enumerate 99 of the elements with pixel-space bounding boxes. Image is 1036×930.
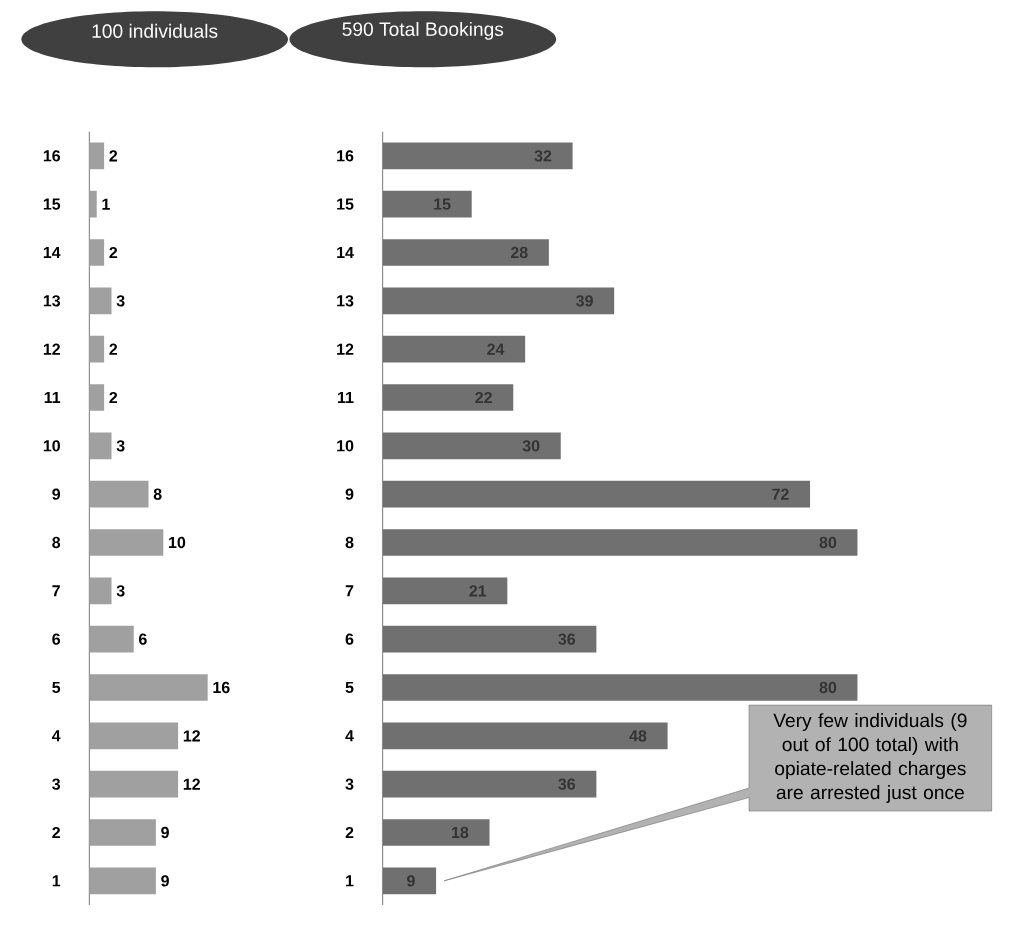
y-tick-label: 5 xyxy=(345,681,354,694)
y-tick-label: 2 xyxy=(52,826,60,839)
data-label: 39 xyxy=(576,295,593,307)
y-tick-label: 8 xyxy=(345,536,354,549)
y-tick-label: 13 xyxy=(43,295,61,307)
data-label: 12 xyxy=(183,778,200,790)
data-label: 72 xyxy=(772,488,789,500)
data-label: 10 xyxy=(169,536,186,549)
data-label: 1 xyxy=(102,198,110,210)
bar xyxy=(89,432,112,460)
y-tick-label: 2 xyxy=(345,826,354,839)
data-label: 18 xyxy=(452,826,469,839)
bar xyxy=(382,625,597,653)
data-label: 22 xyxy=(475,391,492,404)
data-label: 6 xyxy=(139,633,147,645)
bar xyxy=(382,480,811,508)
y-tick-label: 7 xyxy=(52,585,60,597)
bar xyxy=(89,480,149,508)
data-label: 8 xyxy=(153,488,162,500)
bar xyxy=(89,384,105,411)
bar xyxy=(382,384,514,411)
data-label: 2 xyxy=(109,246,118,259)
y-tick-label: 12 xyxy=(43,343,60,355)
bar xyxy=(382,432,561,460)
y-tick-label: 4 xyxy=(51,730,61,742)
bar xyxy=(89,674,208,701)
y-tick-label: 15 xyxy=(43,198,61,210)
data-label: 3 xyxy=(116,295,125,307)
y-tick-label: 13 xyxy=(337,295,354,307)
data-label: 30 xyxy=(522,440,540,452)
bar xyxy=(382,190,472,218)
bar xyxy=(89,239,105,266)
bar xyxy=(89,287,112,315)
data-label: 21 xyxy=(469,585,487,597)
data-label: 15 xyxy=(434,198,451,210)
bar xyxy=(89,819,156,846)
y-tick-label: 7 xyxy=(345,585,354,597)
y-tick-label: 4 xyxy=(345,730,354,742)
bar xyxy=(89,529,164,556)
bar xyxy=(382,287,615,315)
y-tick-label: 8 xyxy=(52,536,61,549)
y-tick-label: 11 xyxy=(338,392,354,403)
y-tick-label: 1 xyxy=(346,875,354,887)
data-label: 32 xyxy=(534,150,552,162)
data-label: 80 xyxy=(819,536,837,549)
data-label: 36 xyxy=(558,778,576,790)
y-tick-label: 14 xyxy=(337,247,354,258)
bar xyxy=(382,819,490,846)
y-tick-label: 11 xyxy=(44,392,61,403)
data-label: 2 xyxy=(109,391,118,404)
data-label: 2 xyxy=(109,150,118,162)
data-label: 24 xyxy=(487,343,505,355)
y-tick-label: 12 xyxy=(337,343,354,355)
bar xyxy=(382,529,858,556)
y-tick-label: 10 xyxy=(337,440,354,452)
bar xyxy=(382,722,668,750)
y-tick-label: 6 xyxy=(345,633,354,645)
data-label: 2 xyxy=(109,343,118,355)
chart-title: 590 Total Bookings xyxy=(342,21,504,40)
data-label: 9 xyxy=(161,826,169,839)
bar xyxy=(89,335,105,363)
y-tick-label: 9 xyxy=(345,488,354,500)
y-tick-label: 3 xyxy=(345,778,354,790)
bar xyxy=(382,674,858,701)
data-label: 48 xyxy=(629,730,647,742)
data-label: 3 xyxy=(116,440,125,452)
bar xyxy=(89,142,105,170)
bar xyxy=(382,239,549,266)
data-label: 28 xyxy=(510,246,528,259)
chart-title: 100 individuals xyxy=(92,23,218,38)
y-tick-label: 10 xyxy=(43,440,60,452)
bar xyxy=(382,770,597,798)
data-label: 12 xyxy=(183,730,200,742)
bar xyxy=(382,867,437,895)
y-tick-label: 16 xyxy=(43,150,61,162)
bar xyxy=(382,335,526,363)
y-tick-label: 14 xyxy=(43,247,61,258)
bar xyxy=(89,770,179,798)
y-tick-label: 16 xyxy=(337,150,354,162)
y-tick-label: 3 xyxy=(52,778,61,790)
annotation: Very few individuals (9 out of 100 total) with opiate-related charges are arrested just once xyxy=(773,713,967,804)
y-tick-label: 9 xyxy=(52,488,61,500)
bar xyxy=(89,190,97,218)
y-tick-label: 1 xyxy=(52,875,61,887)
y-tick-label: 15 xyxy=(337,198,354,210)
y-tick-label: 6 xyxy=(52,633,61,645)
data-label: 36 xyxy=(558,633,576,645)
bar xyxy=(89,625,134,653)
data-label: 80 xyxy=(819,681,837,694)
bar xyxy=(382,577,508,605)
bar xyxy=(89,577,112,605)
y-tick-label: 5 xyxy=(52,681,61,694)
bar xyxy=(89,722,179,750)
bar xyxy=(382,142,573,170)
data-label: 16 xyxy=(213,681,230,694)
data-label: 3 xyxy=(116,585,125,597)
data-label: 9 xyxy=(407,875,415,887)
data-label: 9 xyxy=(161,875,169,887)
bar xyxy=(89,867,156,895)
